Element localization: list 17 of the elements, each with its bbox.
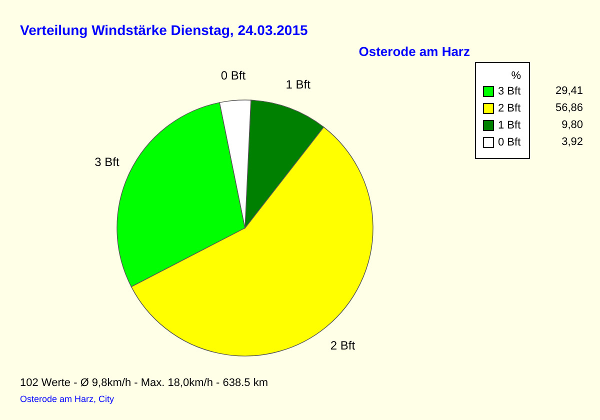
legend-label: 3 Bft <box>498 86 521 98</box>
data-label: 29,41 <box>555 85 583 97</box>
legend-label: 2 Bft <box>498 102 521 114</box>
data-label: 9,80 <box>562 119 583 131</box>
text: 102 Werte - Ø 9,8km/h - Max. 18,0km/h - 638.5 km <box>20 377 268 389</box>
slice-label: 3 Bft <box>94 154 120 169</box>
slice-label: 2 Bft <box>330 338 356 353</box>
legend-title: % <box>511 70 522 82</box>
text: Osterode am Harz, City <box>20 394 115 404</box>
data-label: 3,92 <box>562 136 583 148</box>
legend-label: 0 Bft <box>498 136 521 148</box>
slice-label: 0 Bft <box>220 68 246 82</box>
data-label: 56,86 <box>555 102 583 114</box>
chart-subtitle: Osterode am Harz <box>358 44 470 59</box>
chart-title: Verteilung Windstärke Dienstag, 24.03.2015 <box>20 22 308 38</box>
legend-label: 1 Bft <box>498 120 521 132</box>
slice-label: 1 Bft <box>286 78 312 92</box>
